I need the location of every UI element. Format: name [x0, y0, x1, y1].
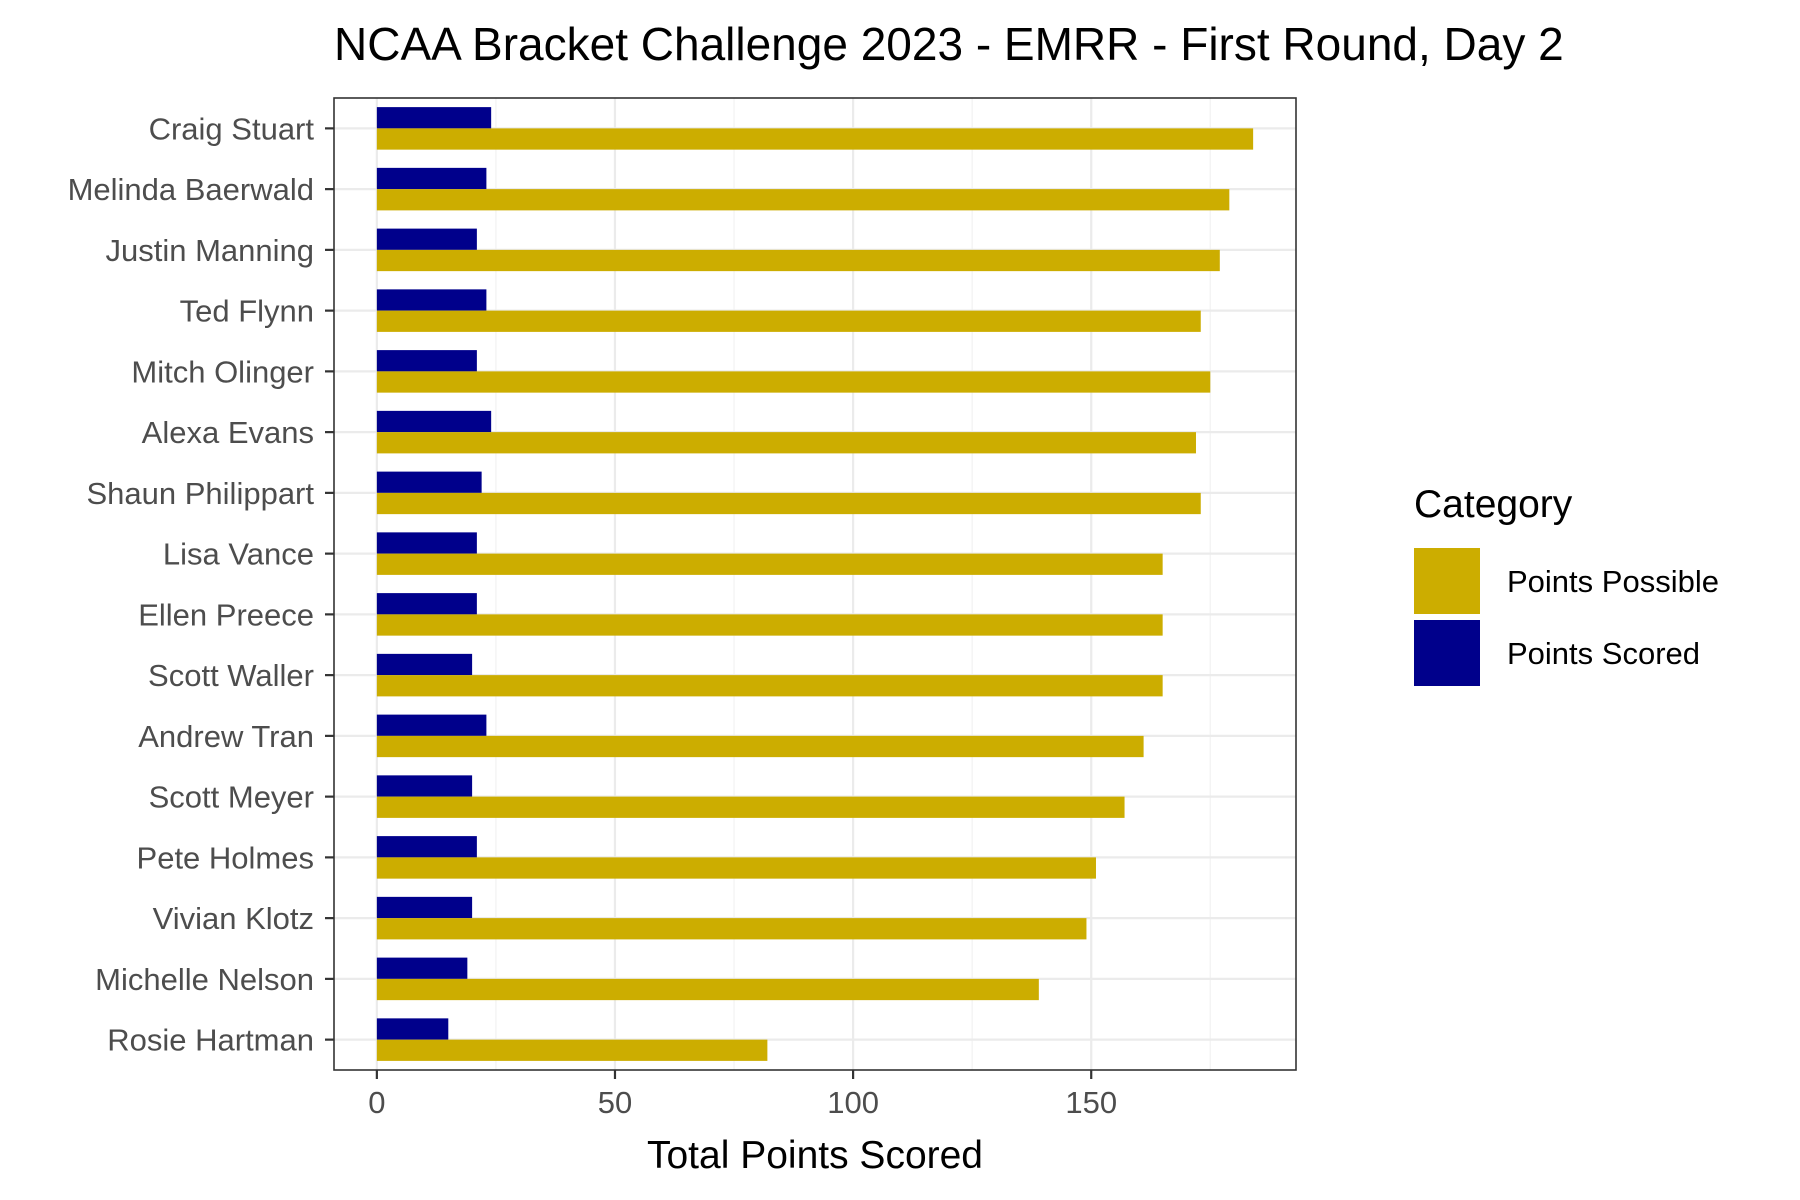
- panel-border: [333, 97, 1297, 1071]
- y-tick-label: Andrew Tran: [138, 719, 314, 754]
- legend-key: [1414, 620, 1480, 686]
- bar-points-possible: [376, 857, 1096, 879]
- bars: [376, 107, 1254, 1061]
- bar-points-scored: [376, 1018, 449, 1040]
- chart-title: NCAA Bracket Challenge 2023 - EMRR - Fir…: [334, 18, 1564, 70]
- x-axis-title: Total Points Scored: [647, 1134, 983, 1177]
- y-tick-label: Pete Holmes: [137, 840, 314, 875]
- bar-points-possible: [376, 614, 1163, 636]
- y-tick-label: Scott Waller: [148, 658, 314, 693]
- bar-points-scored: [376, 593, 477, 615]
- y-tick-label: Rosie Hartman: [107, 1023, 314, 1058]
- legend-label: Points Possible: [1507, 564, 1719, 599]
- bar-points-scored: [376, 167, 487, 190]
- bar-points-possible: [376, 249, 1220, 272]
- bar-points-scored: [376, 350, 477, 372]
- x-tick-label: 0: [368, 1085, 385, 1120]
- y-tick-label: Melinda Baerwald: [68, 172, 314, 207]
- y-tick-label: Michelle Nelson: [95, 962, 314, 997]
- x-tick-label: 100: [827, 1085, 879, 1120]
- bar-points-scored: [376, 107, 492, 129]
- bar-points-scored: [376, 653, 473, 676]
- bar-points-scored: [376, 471, 482, 493]
- y-tick-label: Justin Manning: [105, 233, 314, 268]
- y-tick-label: Craig Stuart: [149, 111, 315, 146]
- bar-points-scored: [376, 896, 473, 919]
- y-tick-label: Ellen Preece: [138, 597, 314, 632]
- bar-points-possible: [376, 310, 1201, 332]
- bar-points-possible: [376, 796, 1125, 818]
- bar-points-possible: [376, 553, 1163, 575]
- bar-points-scored: [376, 714, 487, 736]
- bar-points-possible: [376, 918, 1087, 940]
- bar-points-possible: [376, 432, 1196, 454]
- bar-points-possible: [376, 735, 1144, 758]
- bar-points-possible: [376, 1039, 768, 1061]
- bar-points-scored: [376, 836, 477, 858]
- bar-points-scored: [376, 410, 492, 433]
- bar-points-possible: [376, 978, 1039, 1001]
- bar-points-possible: [376, 189, 1230, 211]
- y-axis: Craig Stuart Melinda Baerwald Justin Manni…: [68, 111, 334, 1058]
- x-tick-label: 150: [1065, 1085, 1117, 1120]
- y-tick-label: Vivian Klotz: [153, 901, 314, 936]
- x-axis: 0 50 100 150: [368, 1070, 1117, 1120]
- bar-points-possible: [376, 492, 1201, 515]
- y-tick-label: Lisa Vance: [163, 537, 314, 572]
- y-tick-label: Ted Flynn: [180, 294, 314, 329]
- bar-points-possible: [376, 371, 1211, 393]
- x-tick-label: 50: [598, 1085, 632, 1120]
- legend-title: Category: [1414, 483, 1573, 526]
- bar-points-scored: [376, 775, 473, 797]
- y-tick-label: Scott Meyer: [149, 780, 314, 815]
- legend-key: [1414, 548, 1480, 614]
- legend: Category Points Possible Points Scored: [1414, 483, 1719, 686]
- bar-points-scored: [376, 228, 477, 250]
- legend-label: Points Scored: [1507, 636, 1700, 671]
- bar-points-possible: [376, 128, 1254, 150]
- legend-items: Points Possible Points Scored: [1414, 548, 1719, 686]
- bar-points-scored: [376, 289, 487, 311]
- y-tick-label: Mitch Olinger: [131, 354, 314, 389]
- bar-points-scored: [376, 957, 468, 979]
- y-tick-label: Alexa Evans: [142, 415, 314, 450]
- bar-points-possible: [376, 675, 1163, 697]
- bar-points-scored: [376, 532, 477, 554]
- y-tick-label: Shaun Philippart: [87, 476, 315, 511]
